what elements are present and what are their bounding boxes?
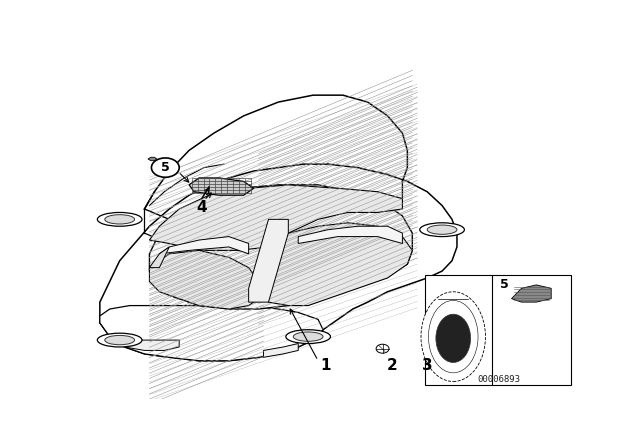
Ellipse shape xyxy=(428,225,457,234)
Ellipse shape xyxy=(105,215,134,224)
Polygon shape xyxy=(259,223,412,306)
Polygon shape xyxy=(150,247,169,267)
Ellipse shape xyxy=(97,212,142,226)
Polygon shape xyxy=(159,237,249,254)
Text: 5: 5 xyxy=(500,278,508,291)
Polygon shape xyxy=(148,157,157,161)
Polygon shape xyxy=(150,250,259,309)
Text: 1: 1 xyxy=(320,358,331,374)
Polygon shape xyxy=(249,220,288,302)
Polygon shape xyxy=(100,306,323,361)
Ellipse shape xyxy=(293,332,323,341)
Polygon shape xyxy=(298,226,403,244)
Polygon shape xyxy=(189,178,253,195)
Text: 4: 4 xyxy=(196,200,207,215)
Ellipse shape xyxy=(286,330,330,344)
Text: 3: 3 xyxy=(422,358,433,374)
Text: 2: 2 xyxy=(387,358,398,374)
Polygon shape xyxy=(150,185,403,250)
Polygon shape xyxy=(125,340,179,350)
Ellipse shape xyxy=(421,292,486,382)
Ellipse shape xyxy=(97,333,142,347)
Polygon shape xyxy=(264,344,298,358)
Polygon shape xyxy=(511,285,551,302)
Text: 00006893: 00006893 xyxy=(477,375,520,384)
Bar xyxy=(425,275,571,385)
Circle shape xyxy=(376,344,389,353)
Polygon shape xyxy=(150,185,412,309)
Ellipse shape xyxy=(428,301,478,373)
Text: 5: 5 xyxy=(161,161,170,174)
Circle shape xyxy=(152,158,179,177)
Ellipse shape xyxy=(436,314,470,362)
Ellipse shape xyxy=(420,223,465,237)
Ellipse shape xyxy=(105,336,134,345)
